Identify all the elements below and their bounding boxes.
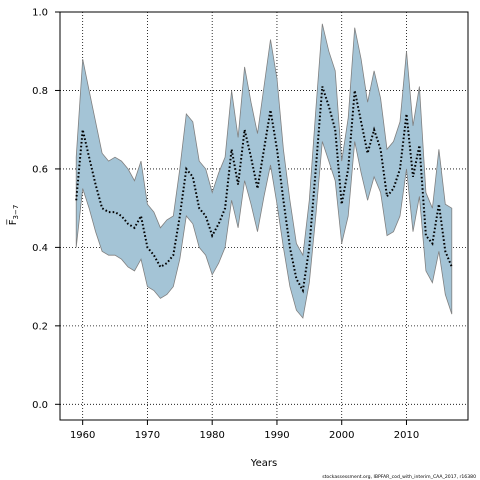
y-tick-label: 0.6 <box>32 164 48 175</box>
x-tick-label: 2000 <box>329 430 354 441</box>
y-tick-label: 0.4 <box>32 243 48 254</box>
y-axis-title-subscript: 3−7 <box>12 205 20 220</box>
x-axis: 1960 1970 1980 1990 2000 2010 <box>70 420 419 441</box>
estimate-line-path <box>75 86 453 294</box>
x-axis-title: Years <box>250 458 277 469</box>
x-tick-label: 1980 <box>199 430 224 441</box>
plot-frame <box>59 11 469 421</box>
estimate-line <box>75 86 453 294</box>
x-tick-label: 1960 <box>70 430 95 441</box>
x-tick-label: 1970 <box>135 430 160 441</box>
footer-caption: stockassessment.org, IBPFAR_cod_with_int… <box>322 474 476 480</box>
svg-text:F̅3−7: F̅3−7 <box>6 205 20 226</box>
y-tick-label: 0.0 <box>32 400 48 411</box>
confidence-band <box>75 23 453 319</box>
y-axis-title-main: F̅ <box>6 219 19 226</box>
y-axis: 0.0 0.2 0.4 0.6 0.8 1.0 <box>32 8 60 411</box>
x-tick-label: 2010 <box>394 430 419 441</box>
y-tick-label: 1.0 <box>32 8 48 19</box>
y-tick-label: 0.2 <box>32 321 48 332</box>
x-tick-label: 1990 <box>264 430 289 441</box>
y-axis-title: F̅3−7 <box>6 205 20 226</box>
confidence-band-area <box>75 23 453 319</box>
y-tick-label: 0.8 <box>32 86 48 97</box>
